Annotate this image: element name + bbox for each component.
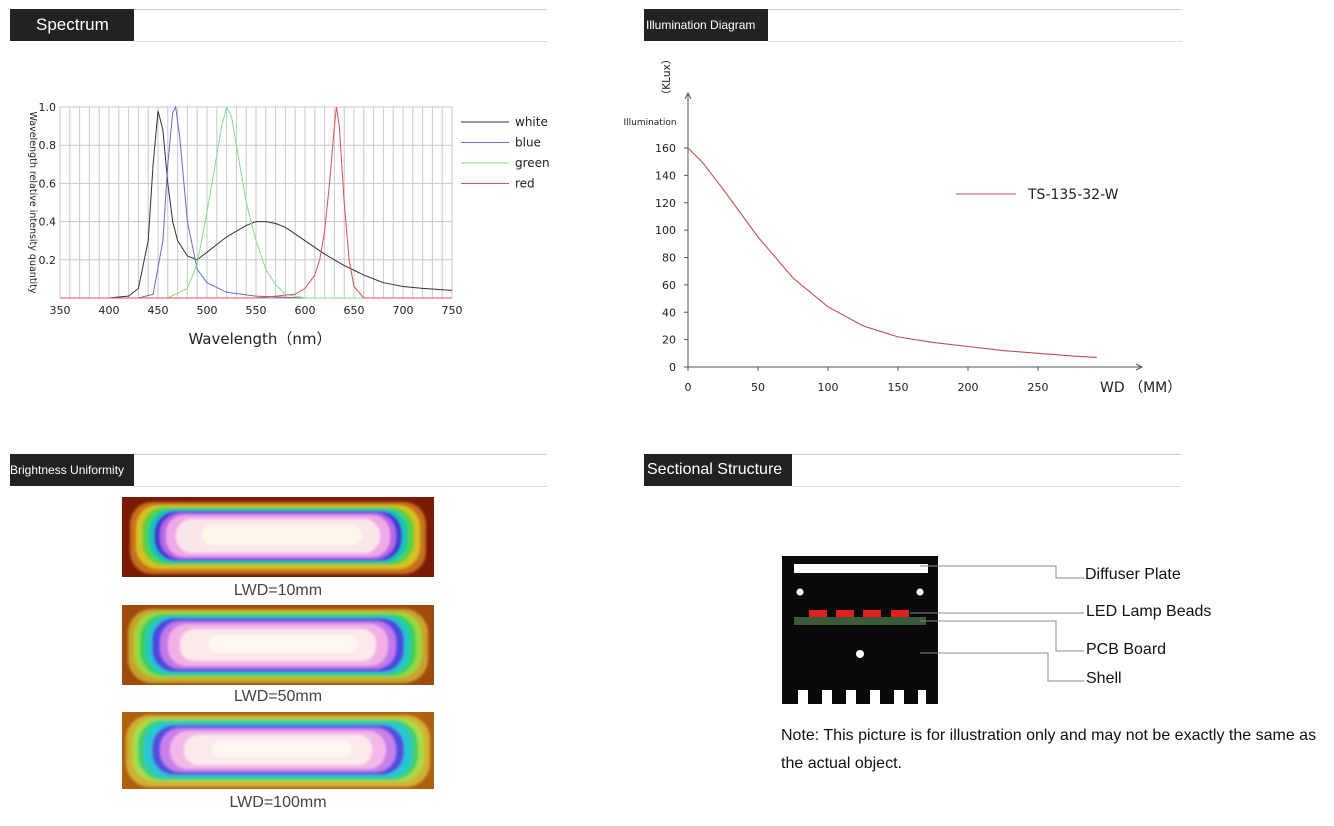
y-tick-label: 80 [662, 252, 676, 265]
sectional-structure-drawing [782, 556, 1084, 704]
legend-label-red: red [515, 177, 535, 191]
y-tick-label: 60 [662, 279, 676, 292]
lwd-label-50mm: LWD=50mm [233, 688, 323, 705]
y-tick-label: 1.0 [39, 101, 57, 114]
x-tick-label: 100 [818, 381, 839, 394]
series-line-blue [60, 105, 452, 299]
y-tick-label: 160 [655, 142, 676, 155]
y-axis-label: Wavelength relative intensity quantity [27, 111, 38, 293]
uniformity-header: Brightness Uniformity [10, 454, 547, 487]
callout-diffuser-plate: Diffuser Plate [1085, 566, 1181, 583]
legend-label-blue: blue [515, 136, 541, 150]
structure-header: Sectional Structure [644, 454, 1181, 487]
series-line-red [60, 106, 452, 299]
callout-shell: Shell [1086, 670, 1122, 687]
lwd-label-100mm: LWD=100mm [229, 794, 327, 811]
x-tick-label: 250 [1028, 381, 1049, 394]
led-bead [809, 610, 827, 617]
y-tick-label: 0.6 [39, 177, 57, 190]
x-tick-label: 50 [751, 381, 765, 394]
y-tick-label: 100 [655, 224, 676, 237]
x-tick-label: 0 [685, 381, 692, 394]
x-tick-label: 750 [442, 304, 463, 317]
x-tick-label: 200 [958, 381, 979, 394]
spectrum-chart: 350 400 450 500 550 600 650 700 750 1.0 0.8 0.6 0.4 0… [27, 101, 550, 348]
spectrum-header: Spectrum [10, 9, 547, 42]
y-tick-label: 0 [669, 361, 676, 374]
x-tick-label: 600 [295, 304, 316, 317]
callout-led-lamp-beads: LED Lamp Beads [1086, 603, 1212, 620]
illumination-chart: 0 20 40 60 80 100 120 140 160 0 50 100 150 200 250 Illu… [623, 55, 1181, 396]
uniformity-heatmap-50mm [122, 605, 434, 685]
series-line-ts-135-32-w [687, 147, 1097, 358]
x-tick-label: 500 [197, 304, 218, 317]
x-tick-label: 550 [246, 304, 267, 317]
legend-label-green: green [515, 156, 550, 170]
y-tick-label: 40 [662, 306, 676, 319]
illumination-header: Illumination Diagram [644, 9, 1182, 42]
x-tick-label: 450 [148, 304, 169, 317]
led-bead [836, 610, 854, 617]
y-axis-arrow [684, 91, 692, 100]
spectrum-title: Spectrum [10, 9, 134, 41]
y-tick-label: 0.2 [39, 254, 57, 267]
series-line-white [60, 110, 453, 299]
uniformity-heatmap-10mm [122, 497, 434, 577]
led-bead [891, 610, 909, 617]
legend-label-white: white [515, 115, 548, 129]
x-axis-arrow [1135, 363, 1144, 371]
led-bead [863, 610, 881, 617]
uniformity-title: Brightness Uniformity [10, 454, 134, 486]
structure-title: Sectional Structure [644, 454, 792, 486]
y-tick-label: 20 [662, 334, 676, 347]
y-axis-unit: （KLux） [661, 55, 673, 100]
diffuser-plate [794, 564, 928, 573]
x-tick-label: 700 [393, 304, 414, 317]
pcb-board [794, 617, 926, 625]
illumination-title: Illumination Diagram [644, 9, 768, 41]
legend-label-ts-135-32-w: TS-135-32-W [1027, 187, 1119, 203]
x-axis-label: Wavelength（nm） [188, 330, 331, 348]
series-line-green [60, 105, 452, 299]
structure-note: Note: This picture is for illustration o… [781, 727, 1317, 772]
x-tick-label: 400 [99, 304, 120, 317]
lwd-label-10mm: LWD=10mm [233, 582, 323, 599]
y-tick-label: 140 [655, 169, 676, 182]
uniformity-heatmap-100mm [122, 712, 434, 789]
callout-pcb-board: PCB Board [1086, 641, 1167, 658]
y-tick-label: 0.8 [39, 139, 57, 152]
x-tick-label: 650 [344, 304, 365, 317]
x-tick-label: 150 [888, 381, 909, 394]
y-tick-label: 120 [655, 197, 676, 210]
y-axis-label: Illumination [623, 118, 676, 128]
x-axis-label: WD （MM） [1100, 380, 1181, 396]
shell-body [782, 556, 938, 704]
y-tick-label: 0.4 [39, 216, 57, 229]
x-tick-label: 350 [50, 304, 71, 317]
